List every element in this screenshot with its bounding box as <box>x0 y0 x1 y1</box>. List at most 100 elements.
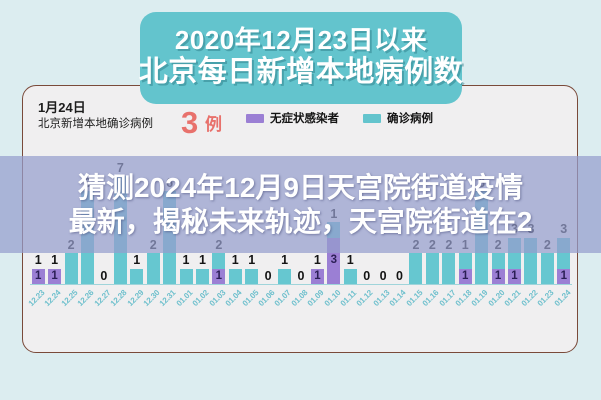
bar-segment-confirmed <box>195 268 209 284</box>
axis-tick-label: 12.30 <box>141 288 162 308</box>
bar-segment-confirmed <box>491 253 505 269</box>
chart-legend: 无症状感染者 确诊病例 <box>246 110 433 126</box>
bar-segment-label: 1 <box>314 269 321 282</box>
bar-value-label: 0 <box>396 268 403 283</box>
bar-segment-label: 1 <box>494 269 502 282</box>
chart-axis-line <box>30 283 572 285</box>
axis-tick-label: 01.14 <box>387 288 408 308</box>
bar <box>245 268 259 284</box>
title-banner: 2020年12月23日以来 北京每日新增本地病例数 <box>138 12 464 104</box>
bar: 1 <box>212 253 226 284</box>
bar-value-label: 1 <box>133 253 141 268</box>
bar-value-label: 1 <box>248 253 256 268</box>
banner-line-1: 2020年12月23日以来 <box>174 25 428 56</box>
bar <box>278 268 292 284</box>
bar-segment-confirmed <box>228 268 242 284</box>
bar: 1 <box>31 268 45 284</box>
bar-segment-label: 1 <box>35 269 42 282</box>
chart-column: 1 <box>178 254 194 284</box>
axis-tick-label: 12.27 <box>92 288 113 308</box>
axis-tick-label: 01.02 <box>190 288 211 308</box>
bar-value-label: 1 <box>34 253 42 268</box>
bar-value-label: 0 <box>363 268 371 283</box>
bar <box>540 253 554 284</box>
bar <box>64 253 78 284</box>
bar-segment-confirmed <box>179 268 193 284</box>
bar: 1 <box>491 253 505 284</box>
bar-segment-confirmed <box>409 253 423 284</box>
axis-tick-label: 01.17 <box>437 288 458 308</box>
bar-segment-confirmed <box>130 268 144 284</box>
bar <box>343 268 357 284</box>
bar-value-label: 0 <box>297 268 305 283</box>
bar-value-label: 0 <box>264 268 272 283</box>
chart-column: 0 <box>391 268 407 285</box>
axis-tick-label: 12.23 <box>26 288 47 308</box>
bar-segment-asymptomatic: 1 <box>458 268 472 284</box>
bar <box>130 268 144 284</box>
bar <box>179 268 193 284</box>
axis-tick-label: 01.03 <box>207 288 228 308</box>
bar-segment-label: 3 <box>330 254 338 267</box>
bar-segment-confirmed <box>245 268 259 284</box>
legend-swatch-confirmed <box>363 113 381 123</box>
axis-tick-label: 01.18 <box>453 288 474 308</box>
bar-segment-asymptomatic: 1 <box>310 268 324 284</box>
summary-subtitle: 北京新增本地确诊病例 <box>38 118 153 131</box>
axis-tick-label: 01.05 <box>240 288 260 308</box>
bar <box>409 253 423 284</box>
chart-column: 0 <box>260 268 276 285</box>
chart-column: 1 <box>129 254 145 284</box>
bar <box>425 253 439 284</box>
axis-tick-label: 01.01 <box>174 288 195 308</box>
bar-value-label: 1 <box>281 253 289 268</box>
chart-column: 1 <box>342 254 358 284</box>
chart-column: 1 <box>276 254 292 284</box>
axis-tick-label: 12.26 <box>75 288 96 308</box>
bar-value-label: 1 <box>198 253 206 268</box>
bar-value-label: 0 <box>100 268 108 283</box>
axis-tick-label: 01.24 <box>552 288 573 308</box>
legend-label-asymptomatic: 无症状感染者 <box>270 113 339 125</box>
chart-column: 0 <box>96 268 112 285</box>
axis-tick-label: 01.10 <box>322 288 343 308</box>
axis-tick-label: 01.07 <box>272 288 293 308</box>
legend-label-confirmed: 确诊病例 <box>387 113 433 125</box>
bar-value-label: 1 <box>51 253 59 268</box>
axis-tick-label: 01.06 <box>256 288 277 308</box>
bar-segment-confirmed <box>540 253 554 284</box>
chart-column: 0 <box>358 268 374 285</box>
axis-tick-label: 01.20 <box>486 288 507 308</box>
bar-segment-asymptomatic: 1 <box>212 268 226 284</box>
bar-segment-confirmed <box>442 253 456 284</box>
bar: 1 <box>48 268 62 284</box>
bar-segment-confirmed <box>458 253 472 269</box>
bar-segment-confirmed <box>146 253 160 284</box>
bar-segment-confirmed <box>278 268 292 284</box>
banner-line-2: 北京每日新增本地病例数 <box>138 55 464 88</box>
axis-tick-label: 12.31 <box>158 288 178 308</box>
axis-tick-label: 01.08 <box>289 288 310 308</box>
bar: 1 <box>310 268 324 284</box>
axis-tick-label: 01.19 <box>470 288 490 308</box>
bar-segment-asymptomatic: 1 <box>31 268 45 284</box>
bar-segment-label: 1 <box>560 269 567 282</box>
bar-segment-label: 1 <box>511 269 518 282</box>
bar <box>442 253 456 284</box>
bar-segment-label: 1 <box>462 269 469 282</box>
chart-column: 0 <box>293 268 309 285</box>
chart-column: 1 <box>194 254 210 284</box>
bar: 1 <box>458 253 472 284</box>
axis-tick-label: 01.23 <box>535 288 556 308</box>
bar-segment-confirmed <box>425 253 439 284</box>
summary-date: 1月24日 <box>38 100 86 115</box>
chart-column: 0 <box>375 269 391 285</box>
bar <box>195 268 209 284</box>
axis-tick-label: 01.16 <box>420 288 441 308</box>
axis-tick-label: 01.11 <box>338 288 359 308</box>
bar-segment-confirmed <box>64 253 78 284</box>
